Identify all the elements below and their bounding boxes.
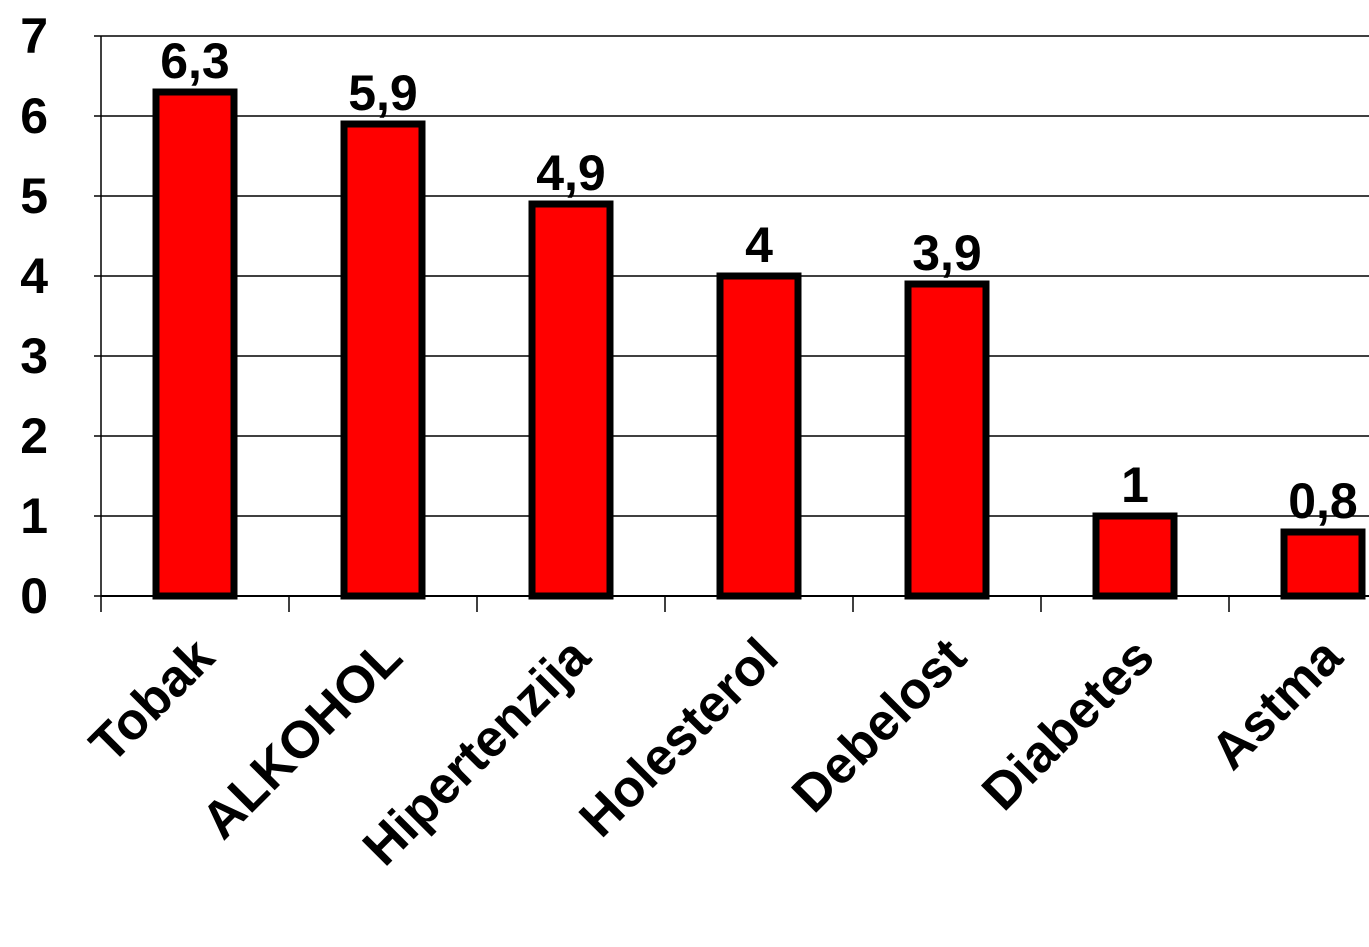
bar-tobak	[152, 88, 238, 600]
bar-astma	[1280, 528, 1366, 600]
y-tick-label-1: 1	[20, 488, 48, 544]
x-tick-label-tobak: Tobak	[79, 627, 226, 774]
bar-holesterol	[716, 272, 802, 600]
bar-alkohol	[340, 120, 426, 600]
data-label-debelost: 3,9	[912, 225, 982, 281]
y-tick-label-2: 2	[20, 408, 48, 464]
y-tick-label-3: 3	[20, 328, 48, 384]
y-tick-label-4: 4	[20, 248, 48, 304]
y-tick-label-7: 7	[20, 8, 48, 64]
y-tick-labels: 0 1 2 3 4 5 6 7	[20, 8, 48, 624]
data-label-holesterol: 4	[745, 217, 773, 273]
x-tick-labels: TobakALKOHOLHipertenzijaHolesterolDebelo…	[79, 627, 1354, 877]
bars	[152, 88, 1366, 600]
bar-diabetes	[1092, 512, 1178, 600]
data-label-diabetes: 1	[1121, 457, 1149, 513]
y-tick-label-5: 5	[20, 168, 48, 224]
x-tick-label-diabetes: Diabetes	[971, 627, 1165, 821]
x-tick-label-astma: Astma	[1200, 627, 1354, 781]
x-tick-label-holesterol: Holesterol	[569, 627, 790, 848]
y-tick-label-0: 0	[20, 568, 48, 624]
data-label-tobak: 6,3	[160, 33, 230, 89]
data-label-hipertenzija: 4,9	[536, 145, 606, 201]
data-labels: 6,3 5,9 4,9 4 3,9 1 0,8	[160, 33, 1358, 529]
data-label-alkohol: 5,9	[348, 65, 418, 121]
bar-hipertenzija	[528, 200, 614, 600]
y-tick-label-6: 6	[20, 88, 48, 144]
bar-debelost	[904, 280, 990, 600]
x-tick-label-debelost: Debelost	[781, 627, 977, 823]
data-label-astma: 0,8	[1288, 473, 1358, 529]
